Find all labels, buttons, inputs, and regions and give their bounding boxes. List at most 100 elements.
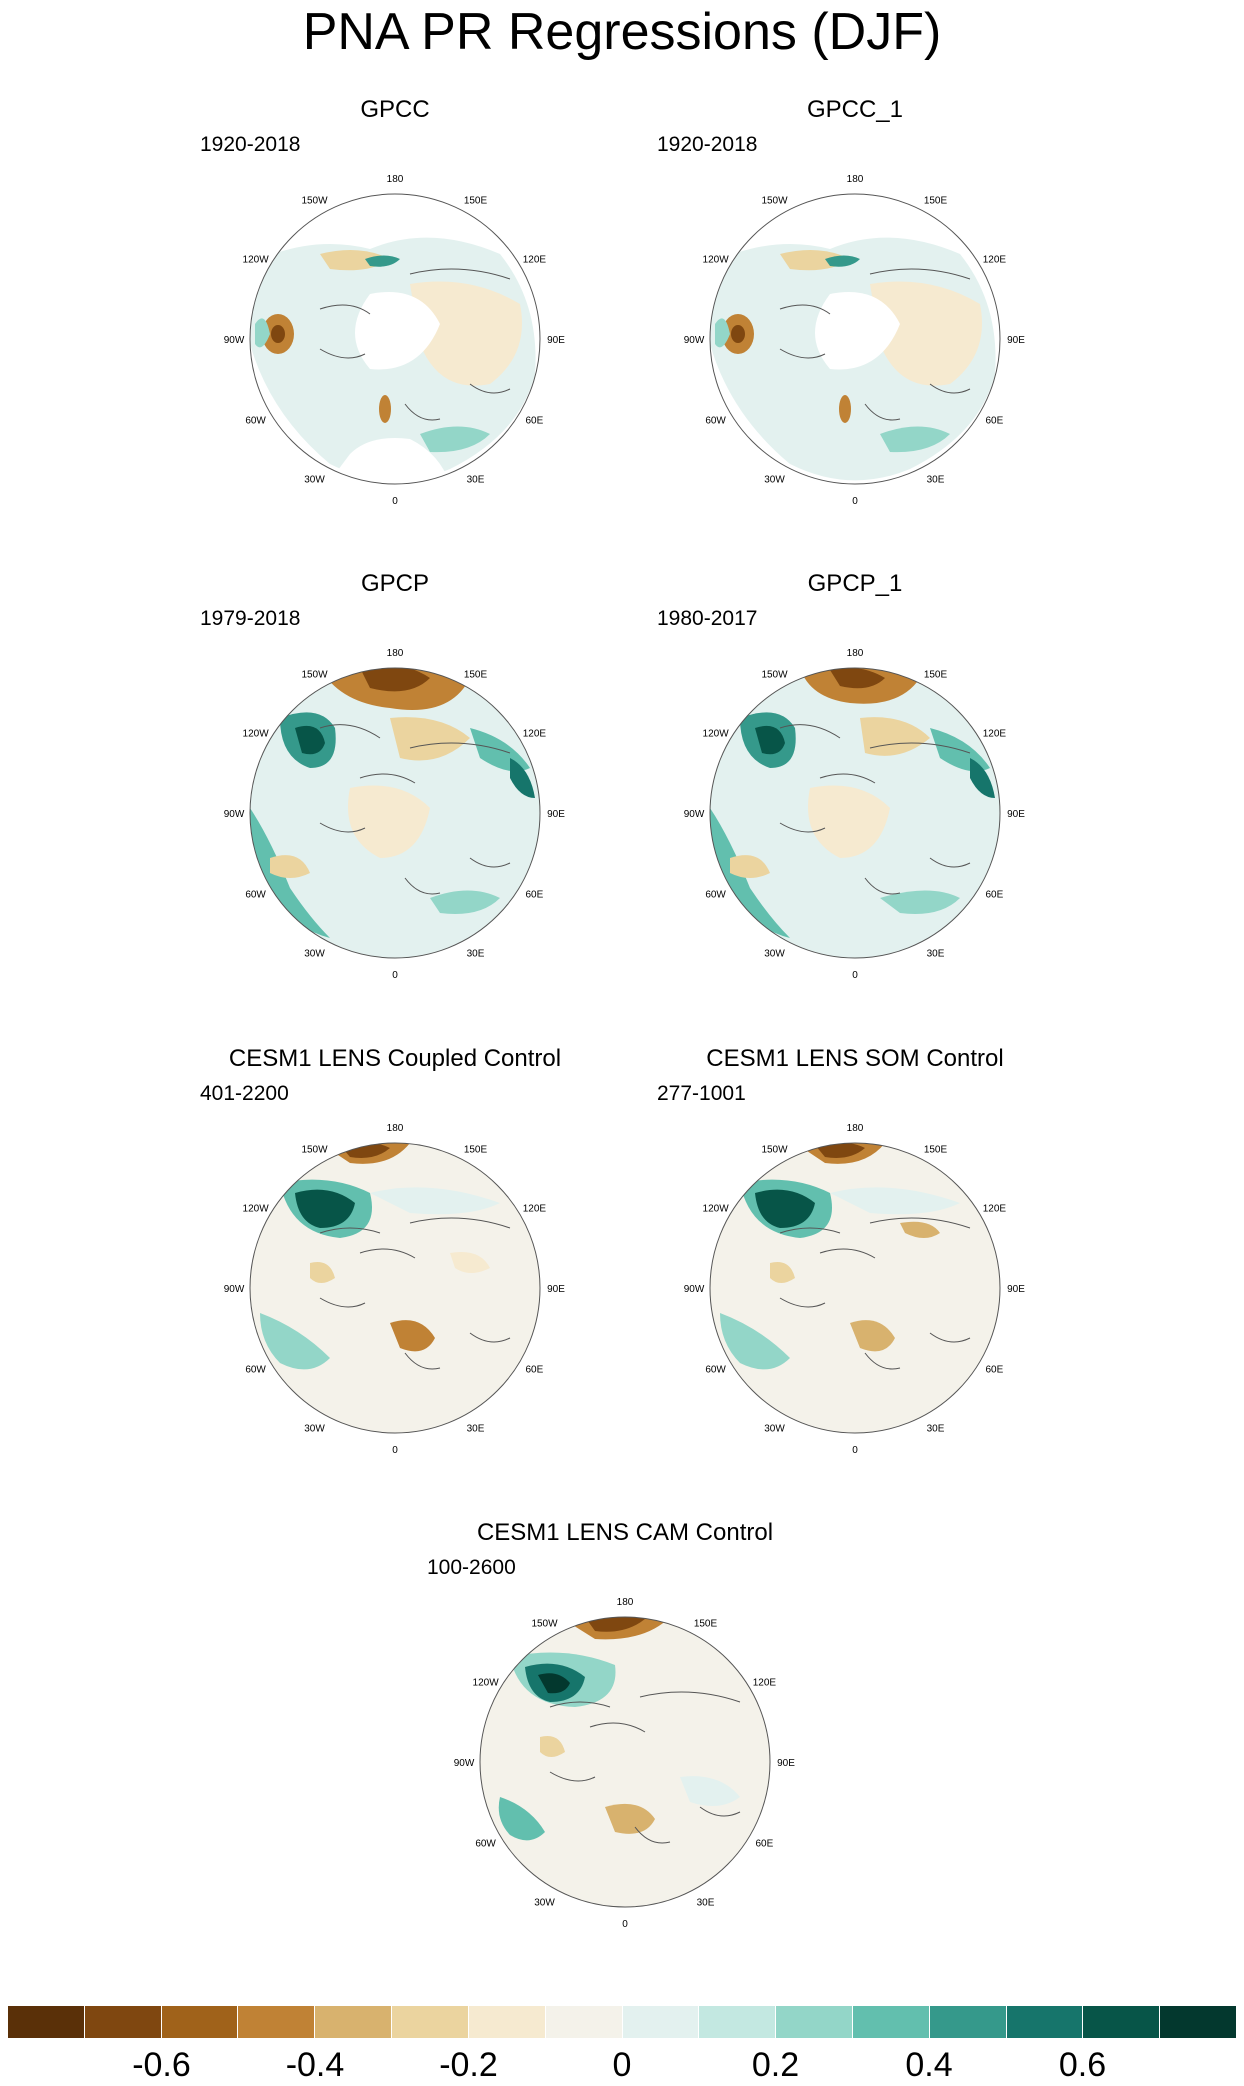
longitude-label: 120W (473, 1678, 500, 1689)
polar-map: 180 150E 120E 90E 60E 30E 0 30W 60W 90W 120W 150W (684, 174, 1026, 507)
panel-title: CESM1 LENS CAM Control (476, 1519, 774, 1546)
map-panel-gpcc-1: GPCC_1 1920-2018 180 150E 120E 90E 60E 30E 0 30… (630, 96, 1080, 556)
panel-title: CESM1 LENS Coupled Control (228, 1045, 562, 1072)
longitude-label: 60E (986, 1365, 1004, 1376)
longitude-label: 30W (304, 948, 325, 959)
colorbar-tick-label: 0.4 (905, 2046, 953, 2084)
colorbar-tick-label: 0.2 (751, 2046, 800, 2084)
longitude-label: 30W (764, 474, 785, 485)
longitude-label: 90E (547, 809, 565, 820)
figure-title: PNA PR Regressions (DJF) (302, 3, 942, 61)
longitude-label: 150W (301, 1145, 328, 1156)
longitude-label: 0 (622, 1919, 628, 1930)
colorbar-swatch (699, 2006, 777, 2038)
longitude-label: 180 (847, 648, 864, 659)
longitude-label: 150W (761, 1145, 788, 1156)
colorbar-tick-label: -0.2 (439, 2046, 498, 2084)
panel-title: GPCC (360, 96, 430, 123)
colorbar-swatch (468, 2006, 546, 2038)
polar-map: 180 150E 120E 90E 60E 30E 0 30W 60W 90W 120W 150W (684, 1123, 1026, 1456)
colorbar-swatch (1083, 2006, 1161, 2038)
colorbar-swatch (161, 2006, 239, 2038)
colorbar-swatch (622, 2006, 700, 2038)
longitude-label: 120W (703, 255, 730, 266)
longitude-label: 180 (387, 648, 404, 659)
longitude-label: 120E (523, 255, 547, 266)
longitude-label: 0 (392, 496, 398, 507)
longitude-label: 150W (301, 670, 328, 681)
map-panel-cam-control: CESM1 LENS CAM Control 100-2600 180 150E 1… (400, 1519, 850, 1979)
longitude-label: 90E (547, 1284, 565, 1295)
precip-field (720, 1143, 971, 1370)
longitude-label: 60E (526, 416, 544, 427)
longitude-label: 30E (467, 474, 485, 485)
longitude-label: 90E (1007, 1284, 1025, 1295)
colorbar-swatch (315, 2006, 393, 2038)
longitude-label: 150W (301, 196, 328, 207)
precip-field (710, 237, 996, 481)
colorbar-tick-label: -0.4 (285, 2046, 345, 2084)
longitude-label: 150E (464, 196, 488, 207)
map-panel-som-control: CESM1 LENS SOM Control 277-1001 180 150E 1… (630, 1045, 1080, 1505)
longitude-label: 120E (983, 1204, 1007, 1215)
longitude-label: 60E (986, 890, 1004, 901)
polar-map: 180 150E 120E 90E 60E 30E 0 30W 60W 90W 120W 150W (454, 1597, 796, 1930)
colorbar-swatch (776, 2006, 853, 2038)
longitude-label: 120W (243, 729, 270, 740)
longitude-label: 60W (475, 1839, 496, 1850)
longitude-label: 150E (924, 1145, 948, 1156)
colorbar-swatch (392, 2006, 469, 2038)
panel-period: 277-1001 (657, 1082, 746, 1105)
longitude-label: 120W (703, 1204, 730, 1215)
colorbar-swatch (545, 2006, 623, 2038)
longitude-label: 150W (761, 670, 788, 681)
longitude-label: 30W (764, 1423, 785, 1434)
colorbar-swatch (8, 2006, 85, 2038)
longitude-label: 120E (523, 729, 547, 740)
longitude-label: 30E (927, 948, 945, 959)
polar-map: 180 150E 120E 90E 60E 30E 0 30W 60W 90W 120W 150W (224, 174, 566, 507)
longitude-label: 30W (764, 948, 785, 959)
longitude-label: 60W (705, 890, 726, 901)
longitude-label: 150E (694, 1619, 718, 1630)
longitude-label: 30E (697, 1897, 715, 1908)
longitude-label: 150E (464, 1145, 488, 1156)
longitude-label: 60W (705, 1365, 726, 1376)
longitude-label: 30E (927, 474, 945, 485)
colorbar-swatch (238, 2006, 316, 2038)
longitude-label: 90W (684, 1284, 705, 1295)
panel-period: 1979-2018 (200, 607, 301, 630)
longitude-label: 90E (1007, 809, 1025, 820)
map-panel-gpcp: GPCP 1979-2018 180 150E 120E 90E 60E 30E 0 30W 6… (170, 570, 620, 1030)
panel-period: 401-2200 (200, 1082, 289, 1105)
panel-period: 1980-2017 (657, 607, 758, 630)
map-panel-coupled-control: CESM1 LENS Coupled Control 401-2200 180 1… (170, 1045, 620, 1505)
panel-title: GPCP_1 (807, 570, 903, 597)
longitude-label: 150W (761, 196, 788, 207)
longitude-label: 120W (243, 1204, 270, 1215)
longitude-label: 30W (304, 474, 325, 485)
longitude-label: 60E (526, 1365, 544, 1376)
longitude-label: 90E (1007, 335, 1025, 346)
polar-map: 180 150E 120E 90E 60E 30E 0 30W 60W 90W 120W 150W (684, 648, 1026, 981)
colorbar-swatch (852, 2006, 930, 2038)
panel-title: GPCC_1 (806, 96, 904, 123)
colorbar-swatches (8, 2006, 1236, 2038)
longitude-label: 90W (224, 1284, 245, 1295)
longitude-label: 180 (847, 174, 864, 185)
longitude-label: 30E (467, 948, 485, 959)
polar-map: 180 150E 120E 90E 60E 30E 0 30W 60W 90W 120W 150W (224, 648, 566, 981)
longitude-label: 120E (983, 729, 1007, 740)
precip-field (260, 1143, 511, 1370)
longitude-label: 180 (847, 1123, 864, 1134)
longitude-label: 180 (387, 174, 404, 185)
colorbar: -0.6 -0.4 -0.2 0 0.2 0.4 0.6 (8, 2006, 1236, 2086)
longitude-label: 150W (531, 1619, 558, 1630)
longitude-label: 90W (224, 809, 245, 820)
map-panel-gpcc: GPCC 1920-2018 180 150E 120E 90E 60E 30E 0 30W 6… (170, 96, 620, 556)
longitude-label: 120W (243, 255, 270, 266)
longitude-label: 90E (547, 335, 565, 346)
longitude-label: 30E (927, 1423, 945, 1434)
longitude-label: 150E (924, 196, 948, 207)
longitude-label: 0 (852, 970, 858, 981)
